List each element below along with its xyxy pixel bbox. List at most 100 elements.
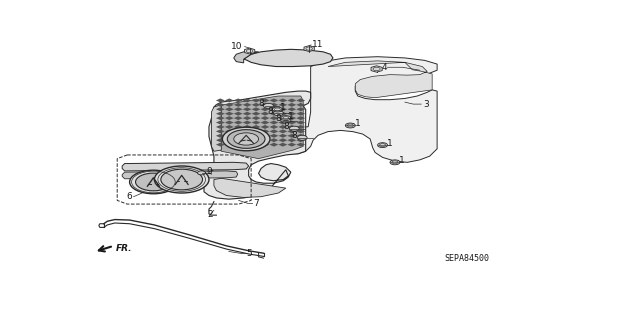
Polygon shape <box>216 125 225 129</box>
Text: 5: 5 <box>246 249 252 258</box>
Polygon shape <box>216 99 225 102</box>
Polygon shape <box>243 130 252 133</box>
Polygon shape <box>278 112 287 116</box>
Polygon shape <box>287 125 296 129</box>
Polygon shape <box>243 116 252 120</box>
Polygon shape <box>287 134 296 138</box>
Text: 3: 3 <box>423 100 429 108</box>
Polygon shape <box>234 103 243 107</box>
Text: 1: 1 <box>387 139 392 148</box>
Polygon shape <box>216 134 225 138</box>
Text: 8: 8 <box>276 114 282 123</box>
Text: 8: 8 <box>291 131 297 140</box>
Polygon shape <box>216 130 225 133</box>
Polygon shape <box>287 99 296 102</box>
Polygon shape <box>296 143 305 147</box>
Polygon shape <box>243 107 252 111</box>
Polygon shape <box>252 112 260 116</box>
Polygon shape <box>122 171 237 179</box>
Circle shape <box>161 169 202 190</box>
Polygon shape <box>371 66 382 72</box>
Circle shape <box>130 170 177 194</box>
Polygon shape <box>252 125 260 129</box>
Polygon shape <box>244 49 333 67</box>
Polygon shape <box>278 107 287 111</box>
Polygon shape <box>225 130 234 133</box>
Polygon shape <box>278 121 287 124</box>
Circle shape <box>136 173 172 191</box>
Polygon shape <box>269 143 278 147</box>
Polygon shape <box>296 107 305 111</box>
Circle shape <box>198 171 205 175</box>
Polygon shape <box>278 99 287 102</box>
Polygon shape <box>234 121 243 124</box>
Polygon shape <box>225 112 234 116</box>
Polygon shape <box>234 130 243 133</box>
Circle shape <box>281 118 291 123</box>
Polygon shape <box>269 121 278 124</box>
Polygon shape <box>216 143 225 147</box>
Polygon shape <box>260 116 269 120</box>
Polygon shape <box>252 116 260 120</box>
Polygon shape <box>234 99 243 102</box>
Polygon shape <box>296 112 305 116</box>
Text: 6: 6 <box>126 192 132 201</box>
Polygon shape <box>243 103 252 107</box>
Polygon shape <box>269 116 278 120</box>
Circle shape <box>346 123 355 128</box>
Polygon shape <box>216 96 303 159</box>
Polygon shape <box>214 178 286 197</box>
Polygon shape <box>260 112 269 116</box>
Polygon shape <box>260 138 269 142</box>
Text: 11: 11 <box>312 40 324 49</box>
Polygon shape <box>225 125 234 129</box>
Polygon shape <box>252 134 260 138</box>
Polygon shape <box>304 46 314 52</box>
Polygon shape <box>296 116 305 120</box>
Polygon shape <box>296 99 305 102</box>
Polygon shape <box>234 52 259 63</box>
Polygon shape <box>278 116 287 120</box>
Polygon shape <box>252 103 260 107</box>
Polygon shape <box>269 99 278 102</box>
Polygon shape <box>252 99 260 102</box>
Polygon shape <box>216 107 225 111</box>
Polygon shape <box>296 134 305 138</box>
Circle shape <box>378 143 388 148</box>
Polygon shape <box>252 138 260 142</box>
Polygon shape <box>225 103 234 107</box>
Circle shape <box>234 133 259 145</box>
Text: 8: 8 <box>268 107 273 116</box>
Polygon shape <box>216 121 225 124</box>
Circle shape <box>222 127 270 151</box>
Polygon shape <box>204 91 310 199</box>
Polygon shape <box>252 121 260 124</box>
Polygon shape <box>225 99 234 102</box>
Polygon shape <box>234 134 243 138</box>
Polygon shape <box>296 130 305 133</box>
Text: FR.: FR. <box>116 244 132 253</box>
Text: 1: 1 <box>280 103 285 112</box>
Polygon shape <box>234 107 243 111</box>
Polygon shape <box>216 138 225 142</box>
Polygon shape <box>287 112 296 116</box>
Polygon shape <box>287 103 296 107</box>
Polygon shape <box>225 134 234 138</box>
Polygon shape <box>216 112 225 116</box>
Polygon shape <box>234 112 243 116</box>
Text: 9: 9 <box>207 167 212 176</box>
Polygon shape <box>243 112 252 116</box>
Polygon shape <box>269 138 278 142</box>
Polygon shape <box>211 105 221 151</box>
Polygon shape <box>273 57 437 162</box>
Circle shape <box>390 160 400 165</box>
Circle shape <box>273 107 282 112</box>
Polygon shape <box>260 130 269 133</box>
Text: 4: 4 <box>381 63 387 72</box>
Polygon shape <box>260 134 269 138</box>
Polygon shape <box>252 130 260 133</box>
Polygon shape <box>269 107 278 111</box>
Polygon shape <box>244 48 255 54</box>
Polygon shape <box>216 103 225 107</box>
Polygon shape <box>225 143 234 147</box>
